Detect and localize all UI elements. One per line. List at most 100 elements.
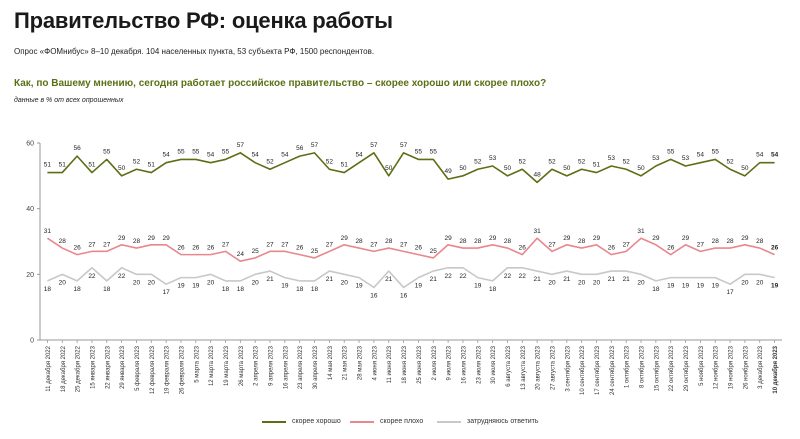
x-tick-label: 8 октября 2023 xyxy=(640,345,646,388)
data-label-bad: 28 xyxy=(712,238,720,245)
data-label-unsure: 19 xyxy=(682,283,690,290)
x-tick-label: 19 марта 2023 xyxy=(224,345,230,386)
survey-subtitle: Опрос «ФОМнибус» 8–10 декабря. 104 насел… xyxy=(14,47,375,56)
data-label-bad: 29 xyxy=(682,235,690,242)
data-label-bad: 28 xyxy=(504,238,512,245)
x-tick-label: 22 октября 2023 xyxy=(669,345,675,391)
data-label-unsure: 16 xyxy=(400,292,408,299)
data-label-unsure: 18 xyxy=(103,286,111,293)
data-label-unsure: 19 xyxy=(712,283,720,290)
x-tick-label: 19 ноября 2023 xyxy=(729,345,735,389)
data-label-good: 52 xyxy=(623,158,631,165)
y-tick-label: 0 xyxy=(30,338,34,345)
data-label-good: 50 xyxy=(385,165,393,172)
data-label-bad: 26 xyxy=(667,245,675,252)
legend-label-bad: скорее плохо xyxy=(380,418,424,425)
data-label-good: 52 xyxy=(474,158,482,165)
x-tick-label: 13 августа 2023 xyxy=(521,345,527,390)
data-label-good: 55 xyxy=(667,148,675,155)
x-tick-label: 6 августа 2023 xyxy=(506,345,512,386)
x-tick-label: 16 июля 2023 xyxy=(461,345,467,383)
data-label-bad: 28 xyxy=(726,238,734,245)
data-label-good: 56 xyxy=(73,145,81,152)
data-label-bad: 29 xyxy=(163,235,171,242)
data-label-good: 52 xyxy=(726,158,734,165)
data-label-unsure: 21 xyxy=(266,276,274,283)
x-tick-label: 30 апреля 2023 xyxy=(313,345,319,389)
data-label-good: 54 xyxy=(207,152,215,159)
data-label-bad: 31 xyxy=(44,228,52,235)
data-label-unsure: 20 xyxy=(252,279,260,286)
x-tick-label: 3 декабря 2023 xyxy=(758,345,764,389)
y-tick-label: 20 xyxy=(26,272,34,279)
x-tick-label: 25 декабря 2022 xyxy=(76,345,82,392)
data-label-good: 51 xyxy=(88,162,96,169)
data-label-bad: 27 xyxy=(623,241,631,248)
data-label-good: 51 xyxy=(593,162,601,169)
x-tick-label: 4 июня 2023 xyxy=(372,345,378,380)
data-label-good: 51 xyxy=(59,162,67,169)
legend-item-unsure: затрудняюсь ответить xyxy=(437,418,539,425)
data-label-good: 51 xyxy=(148,162,156,169)
data-label-unsure: 20 xyxy=(148,279,156,286)
data-label-bad: 26 xyxy=(519,245,527,252)
x-tick-label: 15 января 2023 xyxy=(90,345,96,389)
data-label-unsure: 22 xyxy=(504,273,512,280)
x-tick-label: 22 января 2023 xyxy=(105,345,111,389)
data-label-bad: 29 xyxy=(118,235,126,242)
data-label-unsure: 19 xyxy=(771,283,779,290)
data-label-good: 51 xyxy=(341,162,349,169)
data-label-good: 57 xyxy=(237,142,245,149)
data-label-good: 54 xyxy=(252,152,260,159)
data-label-unsure: 21 xyxy=(534,276,542,283)
data-label-good: 51 xyxy=(44,162,52,169)
data-label-bad: 26 xyxy=(73,245,81,252)
data-label-good: 54 xyxy=(355,152,363,159)
x-tick-label: 1 октября 2023 xyxy=(625,345,631,388)
x-tick-label: 26 ноября 2023 xyxy=(743,345,749,389)
data-label-unsure: 19 xyxy=(192,283,200,290)
data-label-bad: 29 xyxy=(593,235,601,242)
data-label-unsure: 20 xyxy=(593,279,601,286)
x-tick-label: 26 февраля 2023 xyxy=(179,345,185,394)
legend-swatch-bad xyxy=(350,420,374,423)
x-tick-label: 15 октября 2023 xyxy=(654,345,660,391)
data-label-good: 49 xyxy=(444,168,452,175)
x-tick-label: 26 марта 2023 xyxy=(239,345,245,386)
data-label-good: 50 xyxy=(504,165,512,172)
data-label-good: 55 xyxy=(192,148,200,155)
x-tick-label: 18 июня 2023 xyxy=(402,345,408,383)
data-note: данные в % от всех опрошенных xyxy=(14,97,124,104)
data-label-unsure: 20 xyxy=(341,279,349,286)
data-label-good: 55 xyxy=(415,148,423,155)
data-label-unsure: 19 xyxy=(281,283,289,290)
x-tick-label: 5 февраля 2023 xyxy=(135,345,141,391)
data-label-unsure: 21 xyxy=(385,276,393,283)
data-label-bad: 29 xyxy=(741,235,749,242)
data-label-unsure: 21 xyxy=(326,276,334,283)
data-label-bad: 26 xyxy=(415,245,423,252)
data-label-unsure: 18 xyxy=(222,286,230,293)
x-tick-label: 18 декабря 2022 xyxy=(61,345,67,392)
x-tick-label: 9 июля 2023 xyxy=(447,345,453,380)
data-label-bad: 27 xyxy=(266,241,274,248)
x-tick-label: 10 декабря 2023 xyxy=(772,345,779,393)
data-label-bad: 25 xyxy=(252,248,260,255)
data-label-bad: 29 xyxy=(341,235,349,242)
data-label-good: 55 xyxy=(430,148,438,155)
data-label-good: 57 xyxy=(311,142,319,149)
data-label-unsure: 18 xyxy=(489,286,497,293)
x-tick-label: 2 июля 2023 xyxy=(432,345,438,380)
data-label-good: 54 xyxy=(756,152,764,159)
data-label-good: 50 xyxy=(741,165,749,172)
data-label-good: 54 xyxy=(163,152,171,159)
data-label-good: 52 xyxy=(133,158,141,165)
data-label-bad: 28 xyxy=(385,238,393,245)
data-label-unsure: 20 xyxy=(756,279,764,286)
data-label-good: 55 xyxy=(712,148,720,155)
data-label-bad: 26 xyxy=(771,245,779,252)
x-tick-label: 30 июля 2023 xyxy=(491,345,497,383)
data-label-bad: 28 xyxy=(459,238,467,245)
data-label-unsure: 18 xyxy=(652,286,660,293)
data-label-unsure: 19 xyxy=(667,283,675,290)
